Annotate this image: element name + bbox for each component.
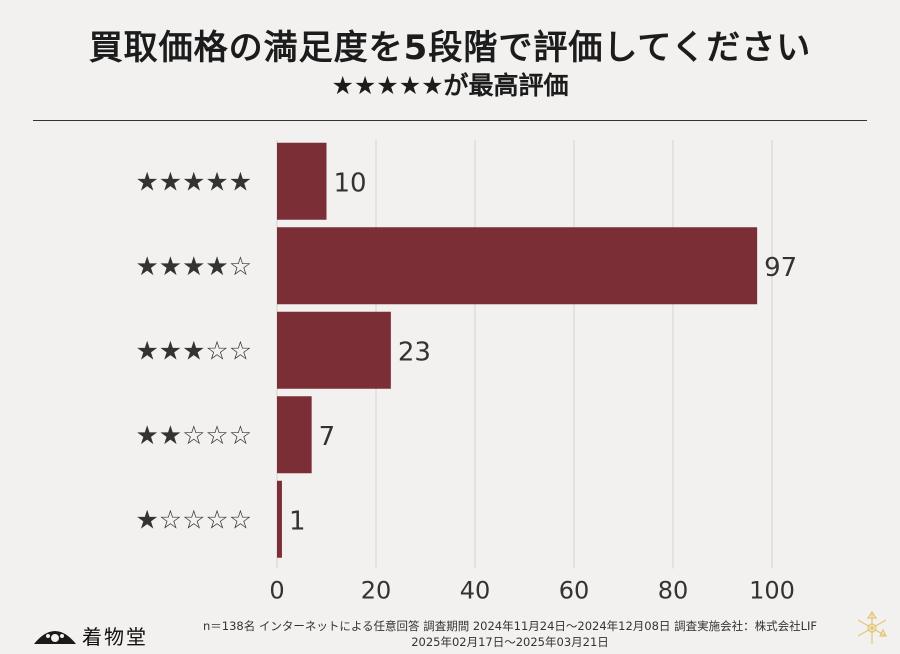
x-tick-label: 60 xyxy=(559,577,590,605)
chart-subtitle: ★★★★★が最高評価 xyxy=(331,71,569,100)
chart-title: 買取価格の満足度を5段階で評価してください xyxy=(88,28,812,68)
category-label: ★★★★☆ xyxy=(135,252,252,282)
data-label: 1 xyxy=(289,506,306,536)
x-tick-label: 0 xyxy=(269,577,284,605)
category-label: ★★★☆☆ xyxy=(135,336,252,366)
bar xyxy=(277,480,282,558)
x-tick-label: 100 xyxy=(749,577,795,605)
data-label: 97 xyxy=(764,253,797,283)
footnote-line-2: 2025年02月17日〜2025年03月21日 xyxy=(411,635,609,649)
category-label: ★★☆☆☆ xyxy=(135,421,252,451)
brand-logo: 着物堂 xyxy=(32,622,148,649)
flower-decoration-icon xyxy=(857,610,887,644)
x-tick-label: 80 xyxy=(658,577,689,605)
bar xyxy=(277,311,391,389)
bar xyxy=(277,227,758,305)
data-label: 10 xyxy=(334,168,367,198)
title-divider xyxy=(33,120,867,121)
fan-logo-icon xyxy=(34,631,76,644)
brand-logo-text: 着物堂 xyxy=(82,624,148,649)
category-label: ★★★★★ xyxy=(135,167,252,197)
bar xyxy=(277,396,312,474)
category-label: ★☆☆☆☆ xyxy=(135,505,252,535)
bar xyxy=(277,142,327,220)
data-label: 23 xyxy=(398,337,431,367)
x-tick-label: 40 xyxy=(460,577,491,605)
x-tick-label: 20 xyxy=(361,577,392,605)
data-label: 7 xyxy=(319,422,336,452)
survey-footnote: n＝138名 インターネットによる任意回答 調査期間 2024年11月24日〜2… xyxy=(160,618,860,650)
footnote-line-1: n＝138名 インターネットによる任意回答 調査期間 2024年11月24日〜2… xyxy=(203,619,817,633)
